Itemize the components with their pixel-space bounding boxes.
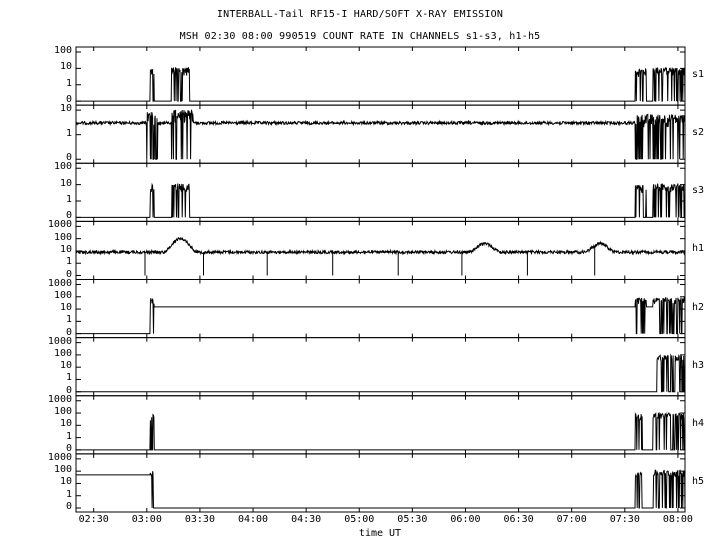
y-tick-label: 0 — [65, 268, 72, 280]
x-tick-label: 02:30 — [78, 514, 109, 525]
panel-frame-s1 — [75, 46, 686, 106]
y-tick-label: 100 — [53, 231, 72, 243]
panel-label-s2: s2 — [692, 127, 705, 139]
y-tick-label: 1 — [65, 256, 72, 268]
x-tick-label: 03:00 — [131, 514, 162, 525]
y-tick-label: 100 — [53, 45, 72, 56]
series-line-h4 — [76, 411, 686, 451]
y-tick-label: 1000 — [47, 393, 72, 405]
y-tick-label: 10 — [59, 177, 72, 189]
chart-subtitle: MSH 02:30 08:00 990519 COUNT RATE IN CHA… — [179, 31, 541, 42]
y-tick-label: 1 — [65, 194, 72, 205]
panel-label-h1: h1 — [692, 243, 705, 255]
y-tick-label: 0 — [65, 210, 72, 222]
y-tick-label: 0 — [65, 442, 72, 454]
y-tick-label: 1 — [65, 372, 72, 384]
x-tick-label: 06:30 — [503, 514, 534, 525]
x-tick-label: 05:00 — [344, 514, 375, 525]
y-tick-label: 100 — [53, 289, 72, 301]
panel-frame-s2 — [75, 104, 686, 164]
y-tick-label: 10 — [59, 418, 72, 430]
panel-label-h3: h3 — [692, 359, 705, 371]
y-tick-label: 1000 — [47, 451, 72, 463]
series-line-h3 — [76, 353, 686, 393]
panel-frame-h2 — [75, 279, 686, 339]
panel-label-s3: s3 — [692, 185, 705, 197]
y-tick-label: 1 — [65, 314, 72, 326]
panel-label-h2: h2 — [692, 301, 705, 313]
y-tick-label: 1000 — [47, 219, 72, 231]
x-tick-label: 03:30 — [184, 514, 215, 525]
panel-frame-s3 — [75, 162, 686, 222]
y-tick-label: 1 — [65, 77, 72, 89]
y-tick-label: 100 — [53, 161, 72, 173]
y-tick-label: 100 — [53, 464, 72, 476]
series-line-s1 — [76, 67, 686, 102]
y-tick-label: 10 — [59, 61, 72, 73]
y-tick-label: 10 — [59, 476, 72, 488]
x-tick-label: 08:00 — [662, 514, 693, 525]
y-tick-label: 1 — [65, 430, 72, 442]
y-tick-label: 100 — [53, 347, 72, 359]
y-tick-label: 0 — [65, 384, 72, 396]
x-tick-label: 07:30 — [609, 514, 640, 525]
y-tick-label: 1 — [65, 488, 72, 500]
y-tick-label: 10 — [59, 360, 72, 372]
y-tick-label: 0 — [65, 501, 72, 512]
x-tick-label: 07:00 — [556, 514, 587, 525]
y-tick-label: 1000 — [47, 277, 72, 289]
panel-label-s1: s1 — [692, 69, 705, 81]
series-line-h2 — [76, 295, 686, 335]
x-tick-label: 04:00 — [237, 514, 269, 525]
y-tick-label: 10 — [59, 302, 72, 314]
chart-title: INTERBALL-Tail RF15-I HARD/SOFT X-RAY EM… — [216, 9, 504, 20]
panel-frame-h3 — [75, 337, 686, 397]
series-line-s2 — [75, 108, 686, 160]
x-tick-label: 04:30 — [291, 514, 322, 525]
y-tick-label: 0 — [65, 94, 72, 106]
panel-label-h5: h5 — [692, 475, 705, 487]
panel-frame-h4 — [75, 395, 686, 455]
series-line-s3 — [76, 182, 686, 218]
panel-label-h4: h4 — [692, 417, 705, 429]
y-tick-label: 10 — [59, 243, 72, 255]
y-tick-label: 100 — [53, 406, 72, 418]
y-tick-label: 0 — [65, 152, 72, 164]
y-tick-label: 0 — [65, 326, 72, 338]
x-axis-label: time UT — [358, 528, 402, 539]
panel-frame-h5 — [75, 453, 686, 513]
x-tick-label: 06:00 — [450, 514, 481, 525]
y-tick-label: 10 — [59, 103, 72, 115]
y-tick-label: 1000 — [47, 335, 72, 347]
series-line-h5 — [76, 469, 686, 509]
x-tick-label: 05:30 — [397, 514, 428, 525]
y-tick-label: 1 — [65, 127, 72, 139]
series-line-h1 — [75, 236, 686, 276]
